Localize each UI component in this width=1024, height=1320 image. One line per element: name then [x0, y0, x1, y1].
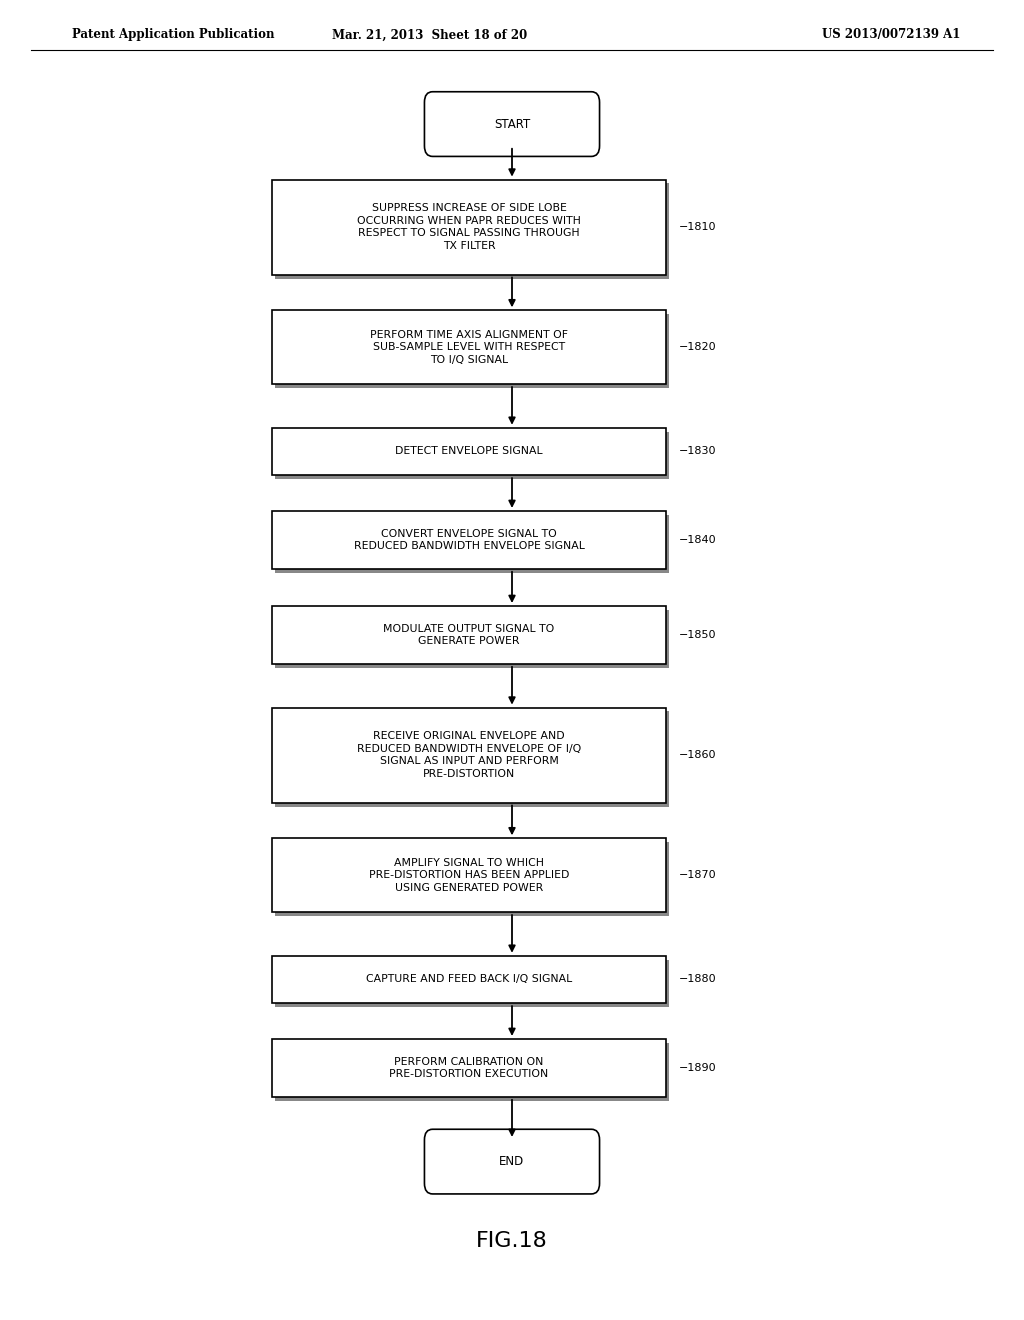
Text: −1890: −1890: [679, 1063, 716, 1073]
Text: END: END: [500, 1155, 524, 1168]
Bar: [274, 842, 670, 916]
Text: START: START: [494, 117, 530, 131]
Bar: [274, 183, 670, 279]
Bar: [274, 515, 670, 573]
Text: AMPLIFY SIGNAL TO WHICH
PRE-DISTORTION HAS BEEN APPLIED
USING GENERATED POWER: AMPLIFY SIGNAL TO WHICH PRE-DISTORTION H…: [369, 858, 569, 892]
Text: −1870: −1870: [679, 870, 716, 880]
Bar: [272, 428, 667, 475]
Bar: [272, 708, 667, 803]
Text: −1830: −1830: [679, 446, 716, 457]
Bar: [274, 711, 670, 807]
Bar: [272, 310, 667, 384]
Bar: [272, 511, 667, 569]
Text: SUPPRESS INCREASE OF SIDE LOBE
OCCURRING WHEN PAPR REDUCES WITH
RESPECT TO SIGNA: SUPPRESS INCREASE OF SIDE LOBE OCCURRING…: [357, 203, 581, 251]
Bar: [274, 314, 670, 388]
Text: −1850: −1850: [679, 630, 716, 640]
Text: DETECT ENVELOPE SIGNAL: DETECT ENVELOPE SIGNAL: [395, 446, 543, 457]
Text: −1810: −1810: [679, 222, 716, 232]
Text: CAPTURE AND FEED BACK I/Q SIGNAL: CAPTURE AND FEED BACK I/Q SIGNAL: [366, 974, 572, 985]
Bar: [272, 1039, 667, 1097]
Text: −1840: −1840: [679, 535, 716, 545]
FancyBboxPatch shape: [424, 1129, 599, 1193]
Bar: [274, 610, 670, 668]
Text: −1820: −1820: [679, 342, 716, 352]
Text: RECEIVE ORIGINAL ENVELOPE AND
REDUCED BANDWIDTH ENVELOPE OF I/Q
SIGNAL AS INPUT : RECEIVE ORIGINAL ENVELOPE AND REDUCED BA…: [357, 731, 581, 779]
Bar: [272, 606, 667, 664]
Text: Mar. 21, 2013  Sheet 18 of 20: Mar. 21, 2013 Sheet 18 of 20: [333, 29, 527, 41]
Bar: [274, 960, 670, 1007]
Bar: [272, 180, 667, 275]
Text: CONVERT ENVELOPE SIGNAL TO
REDUCED BANDWIDTH ENVELOPE SIGNAL: CONVERT ENVELOPE SIGNAL TO REDUCED BANDW…: [353, 529, 585, 550]
Bar: [272, 838, 667, 912]
Text: FIG.18: FIG.18: [476, 1230, 548, 1251]
Bar: [272, 956, 667, 1003]
Text: PERFORM CALIBRATION ON
PRE-DISTORTION EXECUTION: PERFORM CALIBRATION ON PRE-DISTORTION EX…: [389, 1057, 549, 1078]
Text: US 2013/0072139 A1: US 2013/0072139 A1: [821, 29, 961, 41]
Text: PERFORM TIME AXIS ALIGNMENT OF
SUB-SAMPLE LEVEL WITH RESPECT
TO I/Q SIGNAL: PERFORM TIME AXIS ALIGNMENT OF SUB-SAMPL…: [370, 330, 568, 364]
Text: −1880: −1880: [679, 974, 716, 985]
Bar: [274, 1043, 670, 1101]
Text: −1860: −1860: [679, 750, 716, 760]
Bar: [274, 432, 670, 479]
Text: Patent Application Publication: Patent Application Publication: [72, 29, 274, 41]
Text: MODULATE OUTPUT SIGNAL TO
GENERATE POWER: MODULATE OUTPUT SIGNAL TO GENERATE POWER: [383, 624, 555, 645]
FancyBboxPatch shape: [424, 91, 599, 156]
